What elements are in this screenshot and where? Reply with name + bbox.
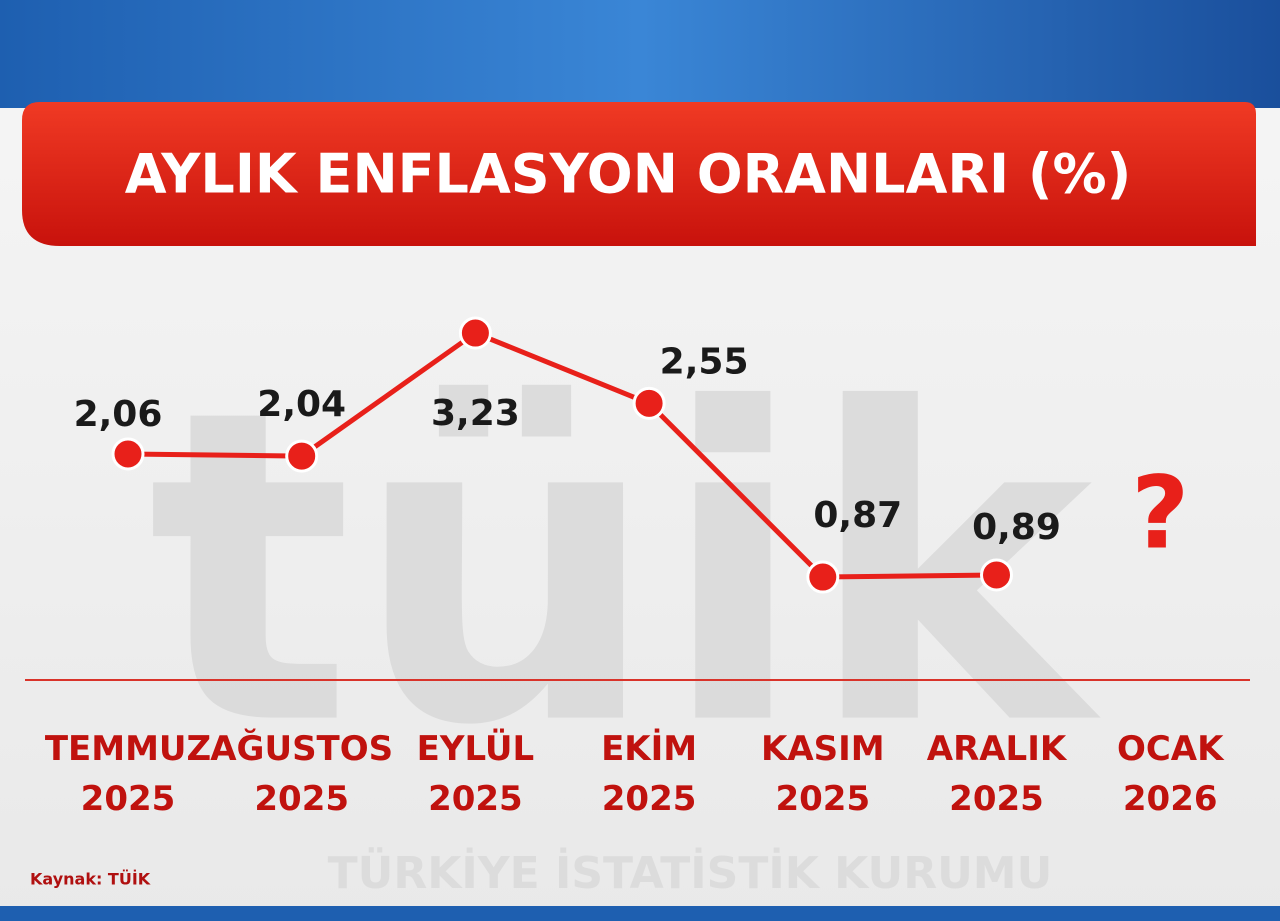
x-tick-label: EYLÜL 2025	[417, 728, 535, 819]
x-tick-label: ARALIK 2025	[927, 729, 1068, 819]
x-tick-label: AĞUSTOS 2025	[210, 728, 393, 819]
value-label: 0,87	[813, 495, 902, 536]
point	[111, 437, 145, 471]
top-band	[0, 0, 1280, 108]
x-tick-label: KASIM 2025	[761, 729, 885, 819]
line	[127, 330, 997, 580]
value-label: 2,04	[257, 384, 346, 425]
point	[806, 560, 840, 594]
value-label: 0,89	[972, 507, 1061, 548]
chart-title: AYLIK ENFLASYON ORANLARI (%)	[125, 143, 1132, 206]
annotation: ?	[1131, 454, 1189, 571]
x-tick-label: OCAK 2026	[1117, 729, 1225, 819]
bottom-band	[0, 906, 1280, 921]
point	[285, 439, 319, 473]
watermark-logo: tüik	[147, 320, 1102, 820]
title-banner	[22, 102, 1256, 246]
point	[980, 558, 1013, 592]
x-tick-label: EKİM 2025	[601, 728, 697, 819]
x-tick-label: TEMMUZ 2025	[45, 729, 211, 819]
value-label: 3,23	[431, 393, 520, 434]
value-label: 2,55	[660, 341, 749, 382]
watermark-text: TÜRKİYE İSTATİSTİK KURUMU	[328, 846, 1053, 899]
source: Kaynak: TÜİK	[30, 870, 151, 889]
point	[458, 316, 492, 350]
value-label: 2,06	[74, 394, 163, 435]
point	[632, 386, 666, 420]
